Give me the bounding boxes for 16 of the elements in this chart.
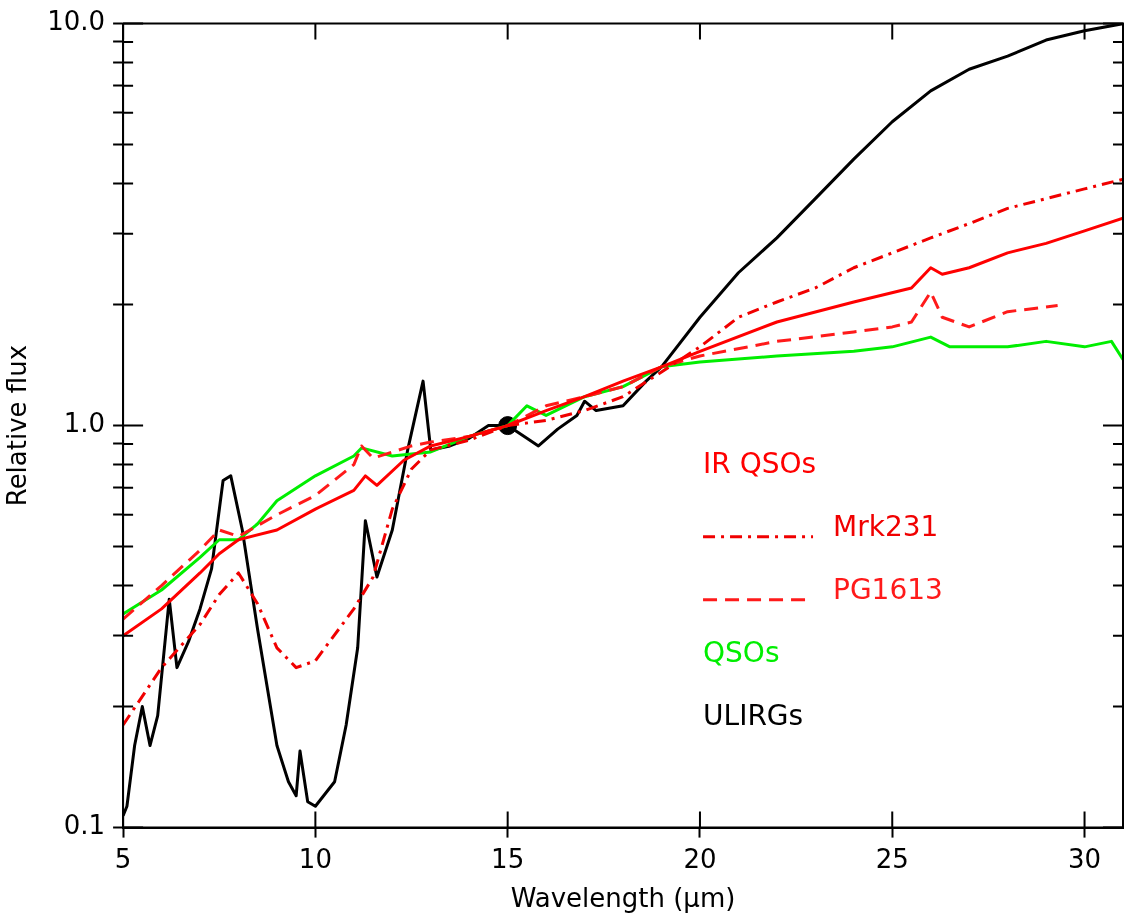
x-tick-label: 15 xyxy=(491,843,525,874)
text: QSOs xyxy=(703,636,780,670)
legend-label: PG1613 xyxy=(833,573,943,607)
x-tick-label: 30 xyxy=(1068,843,1102,874)
x-axis-title: Wavelength (μm) xyxy=(510,883,736,914)
x-tick-label: 5 xyxy=(114,843,132,874)
y-tick-label: 10.0 xyxy=(47,6,106,37)
y-tick-label: 1.0 xyxy=(63,408,106,439)
text: IR QSOs xyxy=(703,447,817,481)
x-tick-label: 20 xyxy=(683,843,717,874)
y-tick-label: 0.1 xyxy=(63,810,106,841)
legend-label: Mrk231 xyxy=(833,510,939,544)
text: ULIRGs xyxy=(703,699,804,733)
y-axis-title: Relative flux xyxy=(2,344,33,507)
x-tick-label: 10 xyxy=(298,843,332,874)
x-tick-label: 25 xyxy=(875,843,909,874)
